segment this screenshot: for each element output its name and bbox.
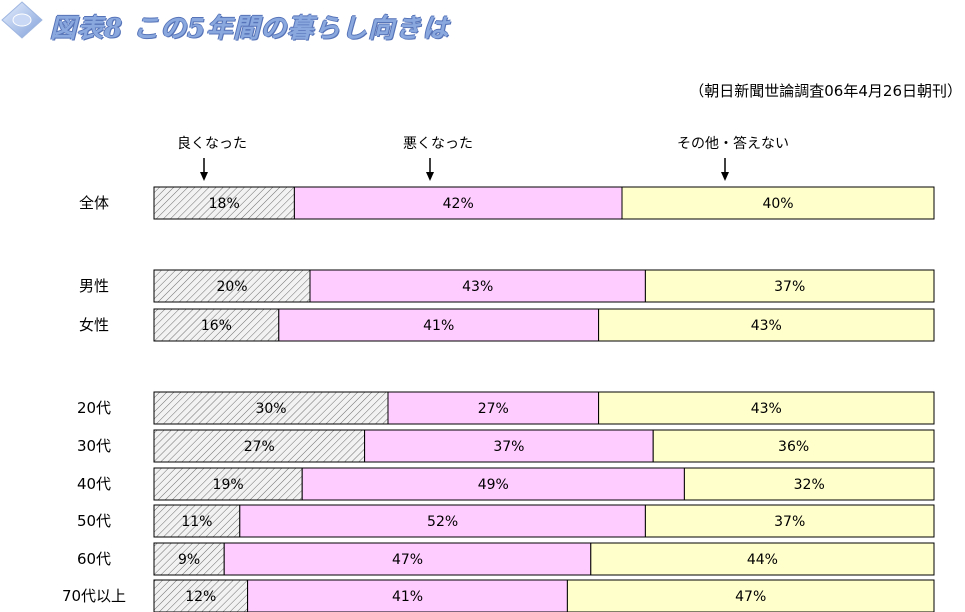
diamond-icon [1,1,43,39]
bar-segment [153,579,249,612]
bar-segment [683,467,935,501]
category-label: 50代 [77,512,111,530]
data-label: 20% [216,279,247,295]
data-label: 27% [478,401,509,417]
category-label: 30代 [77,437,111,455]
bar-segment [153,186,295,220]
data-label: 40% [762,196,793,212]
bar-segment [590,542,935,576]
down-arrow-icon [426,172,434,181]
data-label: 11% [181,514,212,530]
chart-title: 図表8 この5年間の暮らし向きは [50,14,450,44]
bar-segment [239,504,646,538]
category-label: 60代 [77,550,111,568]
data-label: 16% [201,318,232,334]
data-label: 49% [478,477,509,493]
data-label: 47% [392,552,423,568]
data-label: 41% [392,589,423,605]
data-label: 42% [443,196,474,212]
down-arrow-icon [200,172,208,181]
bar-segment [621,186,935,220]
bar-segment [153,391,389,425]
bar-segment [247,579,568,612]
bar-segment [598,308,935,342]
bar-segment [566,579,935,612]
bar-segment [153,308,280,342]
data-label: 37% [493,439,524,455]
bar-segment [644,269,935,303]
category-label: 女性 [79,316,109,334]
data-label: 9% [178,552,200,568]
bar-segment [644,504,935,538]
category-label: 全体 [79,194,109,212]
bar-segment [598,391,935,425]
category-label: 40代 [77,475,111,493]
legend-label-3: その他・答えない [677,135,789,152]
chart-title-area: 図表8 この5年間の暮らし向きは [0,0,448,48]
category-label: 男性 [79,277,109,295]
data-label: 37% [774,514,805,530]
data-label: 47% [735,589,766,605]
bar-segment [652,429,935,463]
data-label: 41% [423,318,454,334]
category-label: 70代以上 [62,587,126,605]
bar-segment [153,269,311,303]
data-label: 30% [255,401,286,417]
data-label: 12% [185,589,216,605]
bar-segment [278,308,600,342]
bar-segment [153,542,225,576]
data-label: 43% [462,279,493,295]
legend-label-1: 良くなった [177,136,247,152]
data-label: 32% [794,477,825,493]
data-label: 43% [751,318,782,334]
down-arrow-icon [721,172,729,181]
bar-segment [309,269,646,303]
data-label: 44% [747,552,778,568]
data-label: 43% [751,401,782,417]
data-label: 36% [778,439,809,455]
category-label: 20代 [77,399,111,417]
data-label: 18% [209,196,240,212]
bar-segment [293,186,623,220]
bar-segment [153,467,303,501]
data-label: 27% [244,439,275,455]
bar-segment [364,429,654,463]
bar-segment [301,467,685,501]
source-note: （朝日新聞世論調査06年4月26日朝刊） [689,82,962,100]
data-label: 37% [774,279,805,295]
data-label: 52% [427,514,458,530]
legend-label-2: 悪くなった [403,136,473,152]
bar-segment [223,542,592,576]
data-label: 19% [213,477,244,493]
